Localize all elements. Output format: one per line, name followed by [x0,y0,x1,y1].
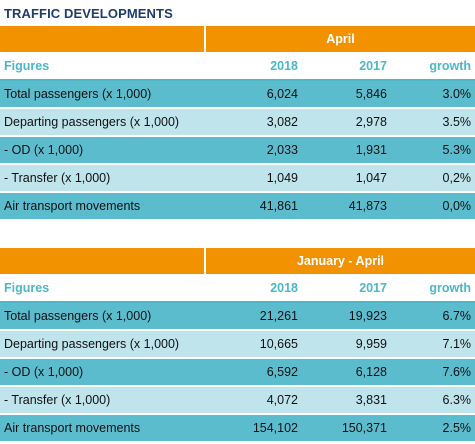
row-label: - OD (x 1,000) [0,358,205,387]
table-row: - OD (x 1,000) 2,033 1,931 5.3% [0,136,475,165]
growth-value: 3.5% [391,108,475,137]
row-label: - OD (x 1,000) [0,136,205,165]
year-2018-header: 2018 [205,52,302,81]
column-header-row: Figures 2018 2017 growth [0,274,475,303]
table-row: Total passengers (x 1,000) 6,024 5,846 3… [0,80,475,109]
value-2017: 5,846 [302,80,391,109]
year-2017-header: 2017 [302,274,391,303]
value-2018: 154,102 [205,414,302,443]
growth-value: 0,0% [391,192,475,221]
growth-value: 7.6% [391,358,475,387]
value-2017: 1,931 [302,136,391,165]
row-label: Total passengers (x 1,000) [0,302,205,331]
growth-value: 6.7% [391,302,475,331]
value-2018: 3,082 [205,108,302,137]
value-2018: 10,665 [205,330,302,359]
table-row: Departing passengers (x 1,000) 3,082 2,9… [0,108,475,137]
period-header: April [205,26,475,52]
period-header-row: January - April [0,248,475,274]
figures-header: Figures [0,52,205,81]
value-2017: 150,371 [302,414,391,443]
table-row: - Transfer (x 1,000) 4,072 3,831 6.3% [0,386,475,415]
table-row: Air transport movements 41,861 41,873 0,… [0,192,475,221]
growth-value: 2.5% [391,414,475,443]
value-2017: 6,128 [302,358,391,387]
growth-value: 0,2% [391,164,475,193]
growth-value: 3.0% [391,80,475,109]
value-2018: 2,033 [205,136,302,165]
page-title: TRAFFIC DEVELOPMENTS [4,6,173,21]
row-label: Departing passengers (x 1,000) [0,108,205,137]
growth-value: 5.3% [391,136,475,165]
row-label: - Transfer (x 1,000) [0,386,205,415]
value-2018: 1,049 [205,164,302,193]
table-row: - OD (x 1,000) 6,592 6,128 7.6% [0,358,475,387]
year-2017-header: 2017 [302,52,391,81]
value-2017: 3,831 [302,386,391,415]
column-header-row: Figures 2018 2017 growth [0,52,475,81]
period-header-blank [0,26,206,52]
row-label: Departing passengers (x 1,000) [0,330,205,359]
year-2018-header: 2018 [205,274,302,303]
growth-value: 6.3% [391,386,475,415]
row-label: Total passengers (x 1,000) [0,80,205,109]
row-label: Air transport movements [0,192,205,221]
value-2018: 4,072 [205,386,302,415]
table-row: Total passengers (x 1,000) 21,261 19,923… [0,302,475,331]
table-row: Departing passengers (x 1,000) 10,665 9,… [0,330,475,359]
period-header-row: April [0,26,475,52]
value-2017: 2,978 [302,108,391,137]
value-2017: 9,959 [302,330,391,359]
value-2017: 41,873 [302,192,391,221]
table-row: - Transfer (x 1,000) 1,049 1,047 0,2% [0,164,475,193]
traffic-table-january-april: January - April Figures 2018 2017 growth… [0,248,475,443]
period-header-blank [0,248,206,274]
value-2017: 1,047 [302,164,391,193]
growth-header: growth [391,52,475,81]
figures-header: Figures [0,274,205,303]
row-label: Air transport movements [0,414,205,443]
value-2018: 6,024 [205,80,302,109]
value-2018: 21,261 [205,302,302,331]
row-label: - Transfer (x 1,000) [0,164,205,193]
period-header: January - April [205,248,475,274]
value-2018: 6,592 [205,358,302,387]
traffic-table-april: April Figures 2018 2017 growth Total pas… [0,26,475,221]
growth-header: growth [391,274,475,303]
value-2017: 19,923 [302,302,391,331]
value-2018: 41,861 [205,192,302,221]
table-row: Air transport movements 154,102 150,371 … [0,414,475,443]
growth-value: 7.1% [391,330,475,359]
